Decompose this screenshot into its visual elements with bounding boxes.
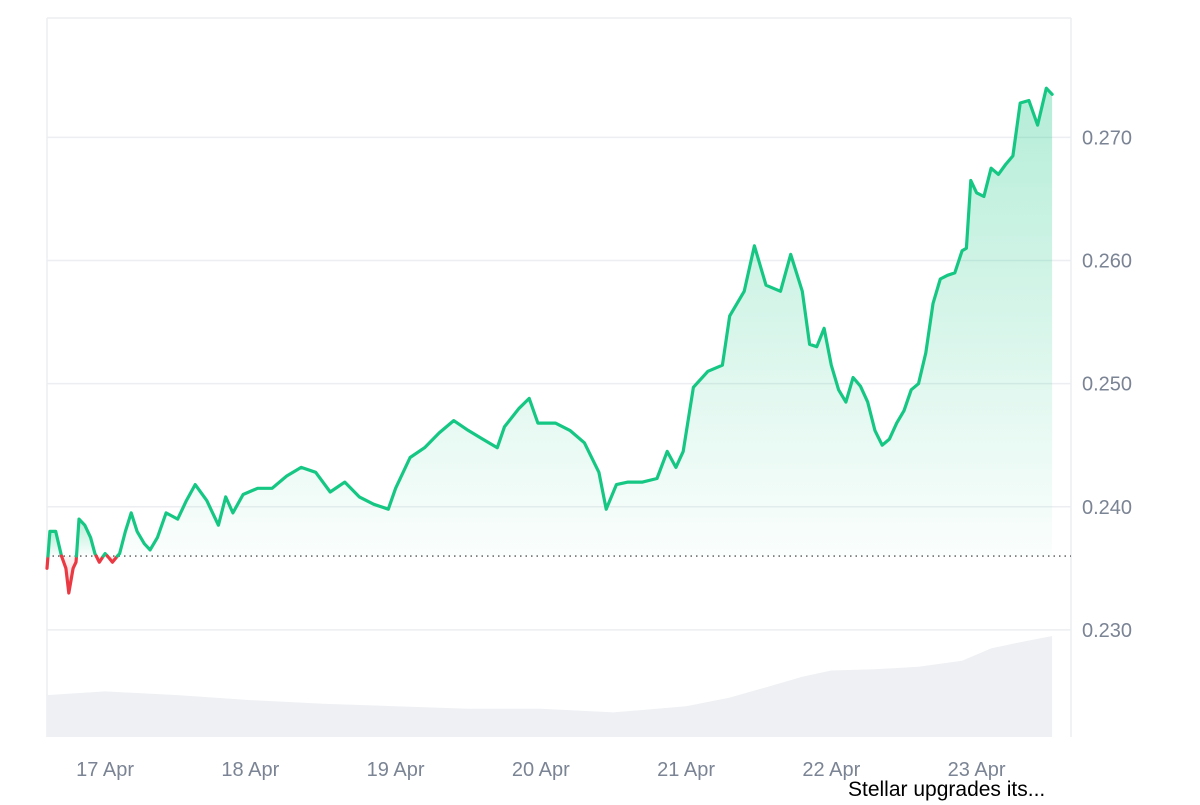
y-tick-label: 0.250 (1082, 374, 1132, 396)
price-line-down (45, 554, 50, 570)
y-tick-label: 0.260 (1082, 251, 1132, 273)
price-line-up (115, 86, 1054, 558)
price-line-down (59, 554, 79, 595)
x-tick-label: 23 Apr (948, 759, 1006, 781)
price-fill-above (76, 519, 97, 556)
price-line (45, 86, 1054, 595)
x-axis-ticks: 17 Apr 18 Apr 19 Apr 20 Apr 21 Apr 22 Apr 23 A… (76, 759, 1006, 781)
news-caption[interactable]: Stellar upgrades its... (848, 778, 1046, 801)
price-fill-above (48, 531, 62, 556)
x-tick-label: 17 Apr (76, 759, 134, 781)
price-line-down (94, 554, 105, 564)
volume-area (47, 636, 1053, 737)
y-axis-ticks: 0.230 0.240 0.250 0.260 0.270 (1082, 127, 1132, 641)
x-tick-label: 21 Apr (657, 759, 715, 781)
y-tick-label: 0.270 (1082, 127, 1132, 149)
price-area-fill (47, 88, 1053, 593)
x-tick-label: 18 Apr (221, 759, 279, 781)
y-tick-label: 0.230 (1082, 620, 1132, 642)
volume-shape (47, 636, 1053, 737)
price-fill-above (117, 88, 1053, 556)
y-tick-label: 0.240 (1082, 497, 1132, 519)
x-tick-label: 20 Apr (512, 759, 570, 781)
x-tick-label: 19 Apr (367, 759, 425, 781)
price-line-down (105, 554, 120, 564)
x-tick-label: 22 Apr (802, 759, 860, 781)
grid-lines (46, 17, 1072, 737)
price-line-up (74, 517, 98, 558)
price-line-up (46, 529, 64, 558)
